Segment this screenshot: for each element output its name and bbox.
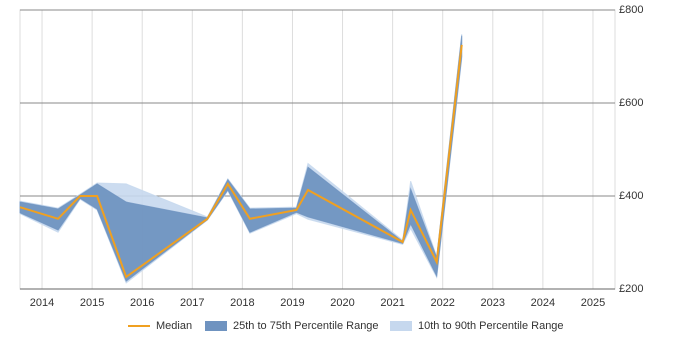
x-tick-label: 2018 [230, 297, 254, 309]
y-tick-label: £400 [619, 190, 643, 202]
x-tick-label: 2024 [531, 297, 555, 309]
x-tick-label: 2020 [330, 297, 354, 309]
x-tick-label: 2017 [180, 297, 204, 309]
legend-swatch [205, 321, 227, 331]
plot-area [19, 9, 616, 290]
y-tick-label: £200 [619, 283, 643, 295]
legend-swatch [390, 321, 412, 331]
legend-label: Median [156, 320, 192, 332]
x-tick-label: 2021 [380, 297, 404, 309]
legend-label: 10th to 90th Percentile Range [418, 320, 564, 332]
x-tick-label: 2014 [30, 297, 54, 309]
x-tick-label: 2019 [280, 297, 304, 309]
x-tick-label: 2016 [130, 297, 154, 309]
x-tick-label: 2022 [430, 297, 454, 309]
x-tick-label: 2025 [581, 297, 605, 309]
y-tick-label: £800 [619, 4, 643, 16]
percentile-band [19, 35, 463, 282]
x-tick-label: 2023 [481, 297, 505, 309]
y-tick-label: £600 [619, 97, 643, 109]
x-tick-label: 2015 [80, 297, 104, 309]
legend-label: 25th to 75th Percentile Range [233, 320, 379, 332]
median-line [19, 44, 463, 279]
